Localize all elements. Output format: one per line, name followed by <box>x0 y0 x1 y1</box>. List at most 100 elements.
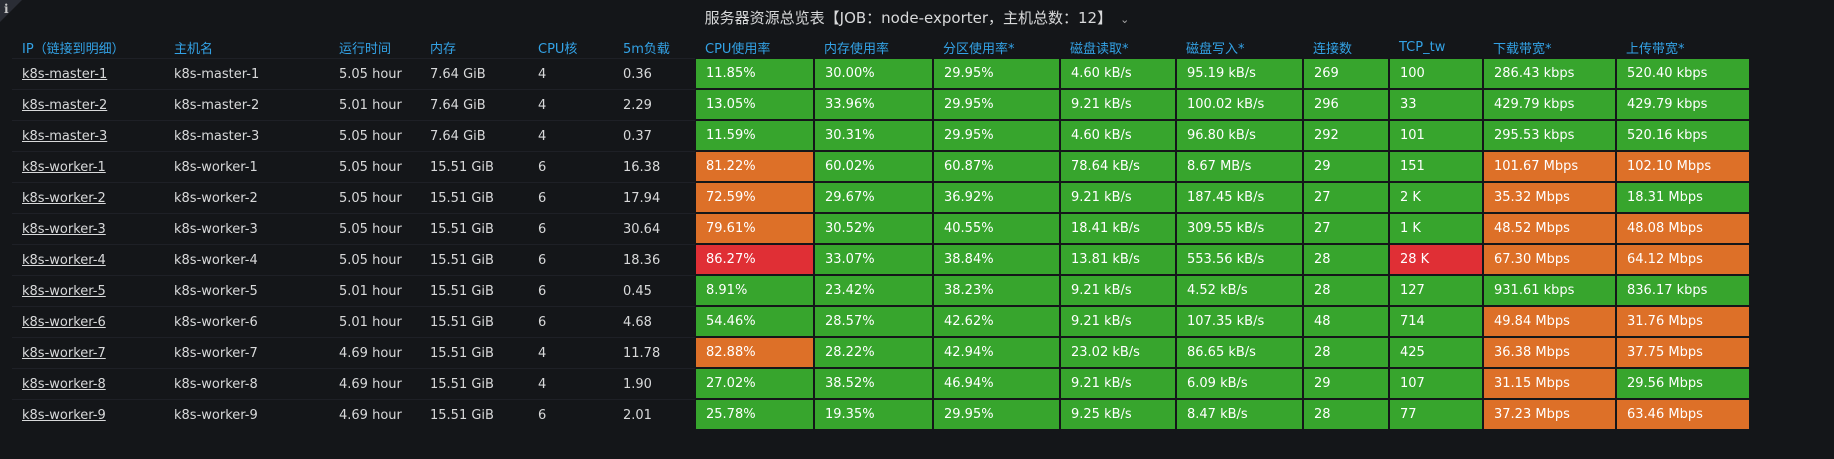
status-cell: 836.17 kbps <box>1616 275 1750 306</box>
table-header-row: IP（链接到明细） 主机名 运行时间 内存 CPU核 5m负载 CPU使用率 内存使用率 分区使… <box>12 36 1750 58</box>
status-cell: 38.84% <box>933 244 1060 275</box>
table-cell: k8s-worker-8 <box>12 368 164 399</box>
status-cell: 78.64 kB/s <box>1060 151 1176 182</box>
table-cell: 4.68 <box>613 306 695 337</box>
status-cell: 28 <box>1303 244 1389 275</box>
status-cell: 29.95% <box>933 58 1060 89</box>
status-cell: 931.61 kbps <box>1483 275 1616 306</box>
column-header[interactable]: 内存使用率 <box>824 41 890 57</box>
table-cell: k8s-master-2 <box>12 89 164 120</box>
status-cell: 23.02 kB/s <box>1060 337 1176 368</box>
status-cell: 296 <box>1303 89 1389 120</box>
host-detail-link[interactable]: k8s-worker-5 <box>22 283 106 299</box>
table-cell: 17.94 <box>613 182 695 213</box>
status-cell: 28.57% <box>814 306 933 337</box>
column-header[interactable]: 内存 <box>430 41 457 57</box>
status-cell: 30.52% <box>814 213 933 244</box>
status-cell: 9.21 kB/s <box>1060 275 1176 306</box>
table-cell: k8s-master-1 <box>164 58 329 89</box>
column-header[interactable]: 连接数 <box>1313 41 1353 57</box>
status-cell: 48.52 Mbps <box>1483 213 1616 244</box>
host-detail-link[interactable]: k8s-worker-7 <box>22 345 106 361</box>
status-cell: 29.95% <box>933 89 1060 120</box>
table-cell: 2.29 <box>613 89 695 120</box>
panel-title[interactable]: 服务器资源总览表【JOB：node-exporter，主机总数：12】 ⌄ <box>0 6 1834 32</box>
status-cell: 429.79 kbps <box>1616 89 1750 120</box>
table-row: k8s-master-1 k8s-master-1 5.05 hour 7.64 Gi… <box>12 58 1750 89</box>
status-cell: 30.00% <box>814 58 933 89</box>
table-cell: 6 <box>528 213 613 244</box>
status-cell: 29.56 Mbps <box>1616 368 1750 399</box>
chevron-down-icon[interactable]: ⌄ <box>1120 13 1130 26</box>
status-cell: 9.25 kB/s <box>1060 399 1176 430</box>
table-cell: k8s-worker-4 <box>164 244 329 275</box>
host-detail-link[interactable]: k8s-master-2 <box>22 97 108 113</box>
status-cell: 101 <box>1389 120 1483 151</box>
table-cell: k8s-worker-1 <box>12 151 164 182</box>
column-header[interactable]: CPU使用率 <box>705 41 771 57</box>
table-cell: k8s-master-3 <box>12 120 164 151</box>
column-header[interactable]: 分区使用率* <box>943 41 1015 57</box>
host-detail-link[interactable]: k8s-worker-9 <box>22 407 106 423</box>
table-cell: 16.38 <box>613 151 695 182</box>
status-cell: 29.95% <box>933 399 1060 430</box>
column-header[interactable]: 5m负载 <box>623 41 670 57</box>
status-cell: 35.32 Mbps <box>1483 182 1616 213</box>
table-cell: 4.69 hour <box>329 399 420 430</box>
status-cell: 67.30 Mbps <box>1483 244 1616 275</box>
status-cell: 42.62% <box>933 306 1060 337</box>
status-cell: 4.60 kB/s <box>1060 58 1176 89</box>
table-cell: 0.45 <box>613 275 695 306</box>
host-detail-link[interactable]: k8s-master-1 <box>22 66 108 82</box>
column-header[interactable]: 运行时间 <box>339 41 392 57</box>
status-cell: 286.43 kbps <box>1483 58 1616 89</box>
host-detail-link[interactable]: k8s-worker-8 <box>22 376 106 392</box>
column-header[interactable]: 下载带宽* <box>1493 41 1552 57</box>
status-cell: 2 K <box>1389 182 1483 213</box>
table-cell: 4 <box>528 89 613 120</box>
status-cell: 100.02 kB/s <box>1176 89 1303 120</box>
table-cell: k8s-worker-3 <box>12 213 164 244</box>
column-header[interactable]: CPU核 <box>538 41 578 57</box>
table-cell: k8s-worker-9 <box>164 399 329 430</box>
table-cell: 6 <box>528 306 613 337</box>
status-cell: 27 <box>1303 213 1389 244</box>
table-cell: 5.01 hour <box>329 306 420 337</box>
table-cell: k8s-master-3 <box>164 120 329 151</box>
host-detail-link[interactable]: k8s-worker-4 <box>22 252 106 268</box>
table-row: k8s-worker-2 k8s-worker-2 5.05 hour 15.51 G… <box>12 182 1750 213</box>
status-cell: 9.21 kB/s <box>1060 89 1176 120</box>
host-detail-link[interactable]: k8s-worker-2 <box>22 190 106 206</box>
status-cell: 30.31% <box>814 120 933 151</box>
column-header[interactable]: IP（链接到明细） <box>22 41 125 57</box>
status-cell: 46.94% <box>933 368 1060 399</box>
table-row: k8s-worker-9 k8s-worker-9 4.69 hour 15.51 G… <box>12 399 1750 430</box>
column-header[interactable]: TCP_tw <box>1399 39 1446 55</box>
status-cell: 33 <box>1389 89 1483 120</box>
host-detail-link[interactable]: k8s-master-3 <box>22 128 108 144</box>
column-header[interactable]: 主机名 <box>174 41 214 57</box>
status-cell: 425 <box>1389 337 1483 368</box>
column-header[interactable]: 上传带宽* <box>1626 41 1685 57</box>
table-cell: 5.01 hour <box>329 89 420 120</box>
table-cell: 5.05 hour <box>329 213 420 244</box>
panel-title-text[interactable]: 服务器资源总览表【JOB：node-exporter，主机总数：12】 <box>704 9 1113 27</box>
info-icon[interactable]: i <box>4 2 9 16</box>
status-cell: 187.45 kB/s <box>1176 182 1303 213</box>
table-cell: 5.05 hour <box>329 244 420 275</box>
status-cell: 18.31 Mbps <box>1616 182 1750 213</box>
host-detail-link[interactable]: k8s-worker-1 <box>22 159 106 175</box>
table-row: k8s-master-2 k8s-master-2 5.01 hour 7.64 Gi… <box>12 89 1750 120</box>
status-cell: 4.52 kB/s <box>1176 275 1303 306</box>
column-header[interactable]: 磁盘写入* <box>1186 41 1245 57</box>
host-detail-link[interactable]: k8s-worker-6 <box>22 314 106 330</box>
status-cell: 60.02% <box>814 151 933 182</box>
status-cell: 8.91% <box>695 275 814 306</box>
host-detail-link[interactable]: k8s-worker-3 <box>22 221 106 237</box>
status-cell: 102.10 Mbps <box>1616 151 1750 182</box>
status-cell: 29.67% <box>814 182 933 213</box>
column-header[interactable]: 磁盘读取* <box>1070 41 1129 57</box>
status-cell: 127 <box>1389 275 1483 306</box>
table-cell: 15.51 GiB <box>420 213 528 244</box>
status-cell: 520.16 kbps <box>1616 120 1750 151</box>
